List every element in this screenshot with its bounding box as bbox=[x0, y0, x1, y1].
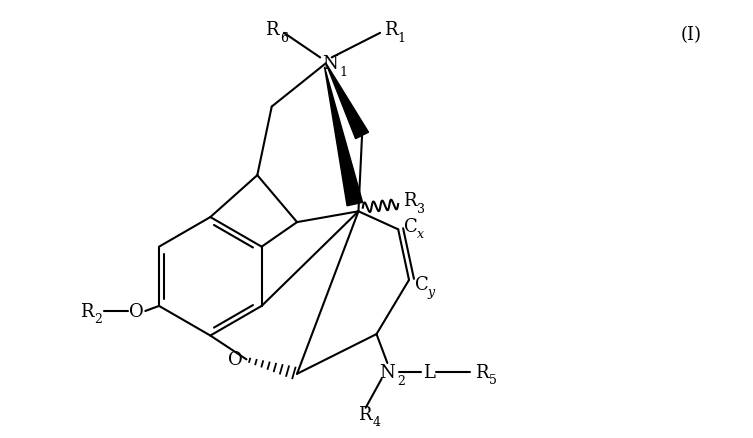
Text: C: C bbox=[404, 217, 418, 235]
Text: 1: 1 bbox=[340, 66, 348, 79]
Text: R: R bbox=[265, 21, 279, 39]
Text: R: R bbox=[384, 21, 398, 39]
Text: R: R bbox=[403, 192, 416, 210]
Text: N: N bbox=[380, 363, 395, 381]
Text: 1: 1 bbox=[398, 32, 405, 45]
Text: N: N bbox=[322, 55, 337, 73]
Text: 6: 6 bbox=[279, 32, 288, 45]
Text: 5: 5 bbox=[489, 373, 497, 386]
Text: O: O bbox=[130, 302, 144, 320]
Text: L: L bbox=[422, 363, 434, 381]
Text: x: x bbox=[417, 228, 424, 240]
Text: O: O bbox=[227, 350, 242, 368]
Text: R: R bbox=[475, 363, 489, 381]
Text: 2: 2 bbox=[94, 313, 102, 326]
Text: R: R bbox=[358, 405, 372, 423]
Text: C: C bbox=[415, 275, 428, 293]
Polygon shape bbox=[325, 67, 363, 206]
Text: 3: 3 bbox=[417, 202, 425, 215]
Text: 2: 2 bbox=[398, 374, 405, 387]
Text: (I): (I) bbox=[680, 26, 701, 44]
Text: R: R bbox=[81, 302, 94, 320]
Text: y: y bbox=[428, 285, 435, 298]
Text: 4: 4 bbox=[372, 415, 380, 428]
Polygon shape bbox=[326, 64, 368, 139]
